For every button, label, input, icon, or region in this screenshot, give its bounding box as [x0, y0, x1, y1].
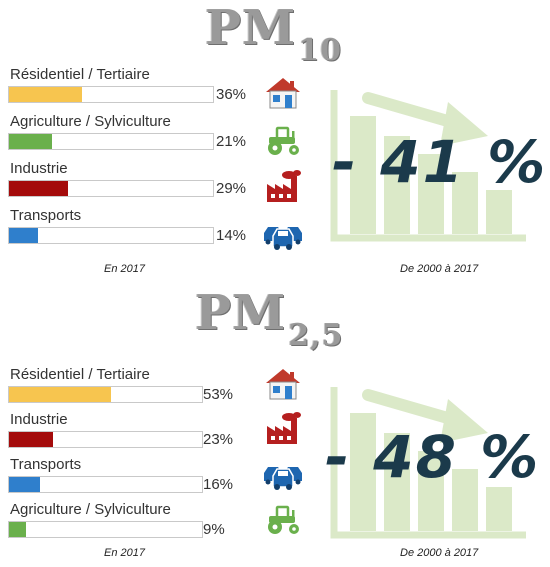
pm10-title: PM10 [205, 0, 342, 68]
pm10-title-sub: 10 [298, 33, 342, 68]
pm25-bar-value-transports: 16% [203, 476, 234, 493]
pm25-caption-year: En 2017 [104, 547, 145, 559]
pm10-trend-arrow-head [440, 102, 488, 146]
pm25-bar-label-transports: Transports [10, 456, 82, 473]
pm25-trend-bar [418, 451, 444, 531]
pm25-bar-residentiel-tertiaire [9, 387, 112, 402]
pm25-bar-row-residentiel-tertiaire: Résidentiel / Tertiaire 53% [0, 366, 320, 406]
pm10-bar-label-agriculture-sylviculture: Agriculture / Sylviculture [10, 113, 171, 130]
pm10-bar-track-agriculture-sylviculture [8, 133, 214, 150]
pm10-trend-bar [452, 172, 478, 234]
pm10-bar-value-residentiel-tertiaire: 36% [216, 86, 247, 103]
pm25-bar-agriculture-sylviculture [9, 522, 27, 537]
pm25-bar-row-industrie: Industrie 23% [0, 411, 320, 451]
pm25-bar-label-agriculture-sylviculture: Agriculture / Sylviculture [10, 501, 171, 518]
pm25-bar-value-industrie: 23% [203, 431, 234, 448]
pm25-panel: PM2,5 Résidentiel / Tertiaire 53% Industri… [0, 285, 550, 567]
pm25-trend-axis [330, 387, 526, 539]
pm10-bar-label-transports: Transports [10, 207, 82, 224]
pm10-caption-year: En 2017 [104, 263, 145, 275]
cars-icon [263, 217, 303, 251]
pm25-bar-value-residentiel-tertiaire: 53% [203, 386, 234, 403]
pm25-title-main: PM [195, 285, 287, 341]
pm25-bar-track-industrie [8, 431, 203, 448]
pm10-bar-track-industrie [8, 180, 214, 197]
pm10-bar-row-agriculture-sylviculture: Agriculture / Sylviculture 21% [0, 113, 320, 153]
house-icon [263, 76, 303, 110]
tractor-icon [263, 502, 303, 536]
pm25-bar-value-agriculture-sylviculture: 9% [203, 521, 225, 538]
pm10-caption-period: De 2000 à 2017 [400, 263, 479, 275]
pm25-title: PM2,5 [195, 285, 343, 353]
pm25-bar-label-industrie: Industrie [10, 411, 68, 428]
pm25-trend-arrow-head [440, 399, 488, 443]
pm10-bar-value-industrie: 29% [216, 180, 247, 197]
pm25-trend-graphic [330, 387, 526, 539]
tractor-icon [263, 123, 303, 157]
pm10-trend-graphic [330, 90, 526, 242]
house-icon [263, 367, 303, 401]
pm10-bar-track-transports [8, 227, 214, 244]
pm25-bar-track-agriculture-sylviculture [8, 521, 203, 538]
pm10-trend-bar [350, 116, 376, 234]
pm25-bar-label-residentiel-tertiaire: Résidentiel / Tertiaire [10, 366, 150, 383]
pm10-bar-transports [9, 228, 38, 243]
pm10-bar-residentiel-tertiaire [9, 87, 83, 102]
pm25-trend-bar [486, 487, 512, 531]
cars-icon [263, 457, 303, 491]
pm10-panel: PM10 Résidentiel / Tertiaire 36% Agricultu… [0, 0, 548, 275]
pm25-trend-bar [384, 433, 410, 531]
pm10-trend-arrow-line [362, 92, 464, 130]
pm10-bar-value-transports: 14% [216, 227, 247, 244]
pm25-title-sub: 2,5 [288, 318, 344, 353]
pm25-bar-row-transports: Transports 16% [0, 456, 320, 496]
pm10-bar-row-residentiel-tertiaire: Résidentiel / Tertiaire 36% [0, 66, 320, 106]
pm25-bar-transports [9, 477, 40, 492]
pm10-bar-row-industrie: Industrie 29% [0, 160, 320, 200]
pm10-bar-label-residentiel-tertiaire: Résidentiel / Tertiaire [10, 66, 150, 83]
pm10-reduction-value: - 41 % [332, 128, 548, 196]
pm25-bar-industrie [9, 432, 54, 447]
pm10-bar-value-agriculture-sylviculture: 21% [216, 133, 247, 150]
pm10-bar-row-transports: Transports 14% [0, 207, 320, 247]
pm10-bar-agriculture-sylviculture [9, 134, 52, 149]
factory-icon [263, 412, 303, 446]
pm25-trend-arrow-line [362, 389, 464, 427]
pm25-bar-row-agriculture-sylviculture: Agriculture / Sylviculture 9% [0, 501, 320, 541]
pm10-trend-bar [486, 190, 512, 234]
pm10-trend-axis [330, 90, 526, 242]
pm10-bar-track-residentiel-tertiaire [8, 86, 214, 103]
factory-icon [263, 170, 303, 204]
pm25-bar-track-transports [8, 476, 203, 493]
pm10-bar-industrie [9, 181, 69, 196]
pm10-title-main: PM [205, 0, 297, 56]
pm25-bar-track-residentiel-tertiaire [8, 386, 203, 403]
pm10-trend-bar [418, 154, 444, 234]
pm25-trend-bar [452, 469, 478, 531]
pm10-trend-bar [384, 136, 410, 234]
pm25-caption-period: De 2000 à 2017 [400, 547, 479, 559]
pm25-trend-bar [350, 413, 376, 531]
pm10-bar-label-industrie: Industrie [10, 160, 68, 177]
pm25-reduction-value: - 48 % [325, 423, 541, 491]
